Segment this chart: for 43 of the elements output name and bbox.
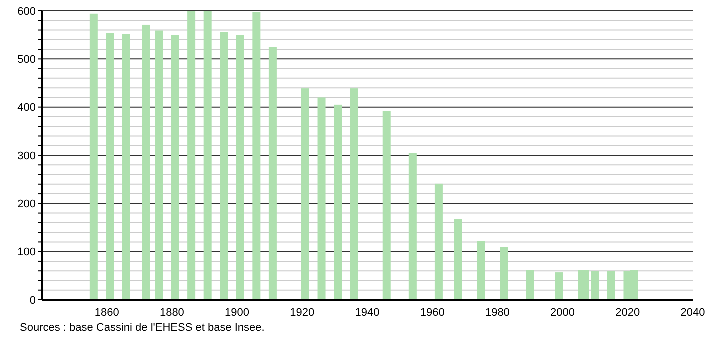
x-tick-label: 1860 xyxy=(94,306,120,319)
bar xyxy=(555,272,564,300)
y-tick-label: 400 xyxy=(18,102,36,114)
bar xyxy=(122,34,130,300)
bar xyxy=(106,33,114,300)
bar xyxy=(350,88,358,300)
bar xyxy=(526,270,534,300)
bar xyxy=(500,247,508,300)
x-tick-label: 1960 xyxy=(420,306,445,319)
y-tick-label: 100 xyxy=(18,246,36,259)
bar xyxy=(334,104,342,300)
x-tick-label: 2000 xyxy=(550,306,576,319)
bar xyxy=(408,153,417,300)
bar xyxy=(142,24,150,300)
x-tick-label: 1920 xyxy=(290,306,315,319)
source-note: Sources : base Cassini de l'EHESS et base Insee. xyxy=(20,322,265,334)
x-tick-label: 1980 xyxy=(485,306,510,319)
bar xyxy=(454,219,462,300)
y-tick-label: 300 xyxy=(18,150,36,162)
bar xyxy=(252,12,261,300)
x-tick-label: 1940 xyxy=(355,306,380,319)
bar xyxy=(171,35,180,300)
y-tick-label: 0 xyxy=(30,294,36,307)
bar xyxy=(301,88,310,300)
y-tick-label: 200 xyxy=(18,198,36,211)
bar xyxy=(90,14,98,300)
x-tick-label: 2040 xyxy=(680,306,706,319)
bar xyxy=(220,32,228,300)
bar xyxy=(477,241,486,300)
bar xyxy=(318,98,326,300)
x-tick-label: 1880 xyxy=(160,306,184,319)
y-tick-label: 600 xyxy=(18,6,36,18)
x-tick-label: 1900 xyxy=(225,306,250,319)
y-tick-label: 500 xyxy=(18,54,36,66)
bar xyxy=(382,111,391,300)
bar xyxy=(607,271,616,300)
x-tick-label: 2020 xyxy=(616,306,640,319)
bar xyxy=(188,11,196,300)
bar xyxy=(236,35,244,300)
bar xyxy=(434,184,443,300)
bar xyxy=(268,47,277,300)
bar xyxy=(204,11,212,300)
bar xyxy=(155,30,164,300)
